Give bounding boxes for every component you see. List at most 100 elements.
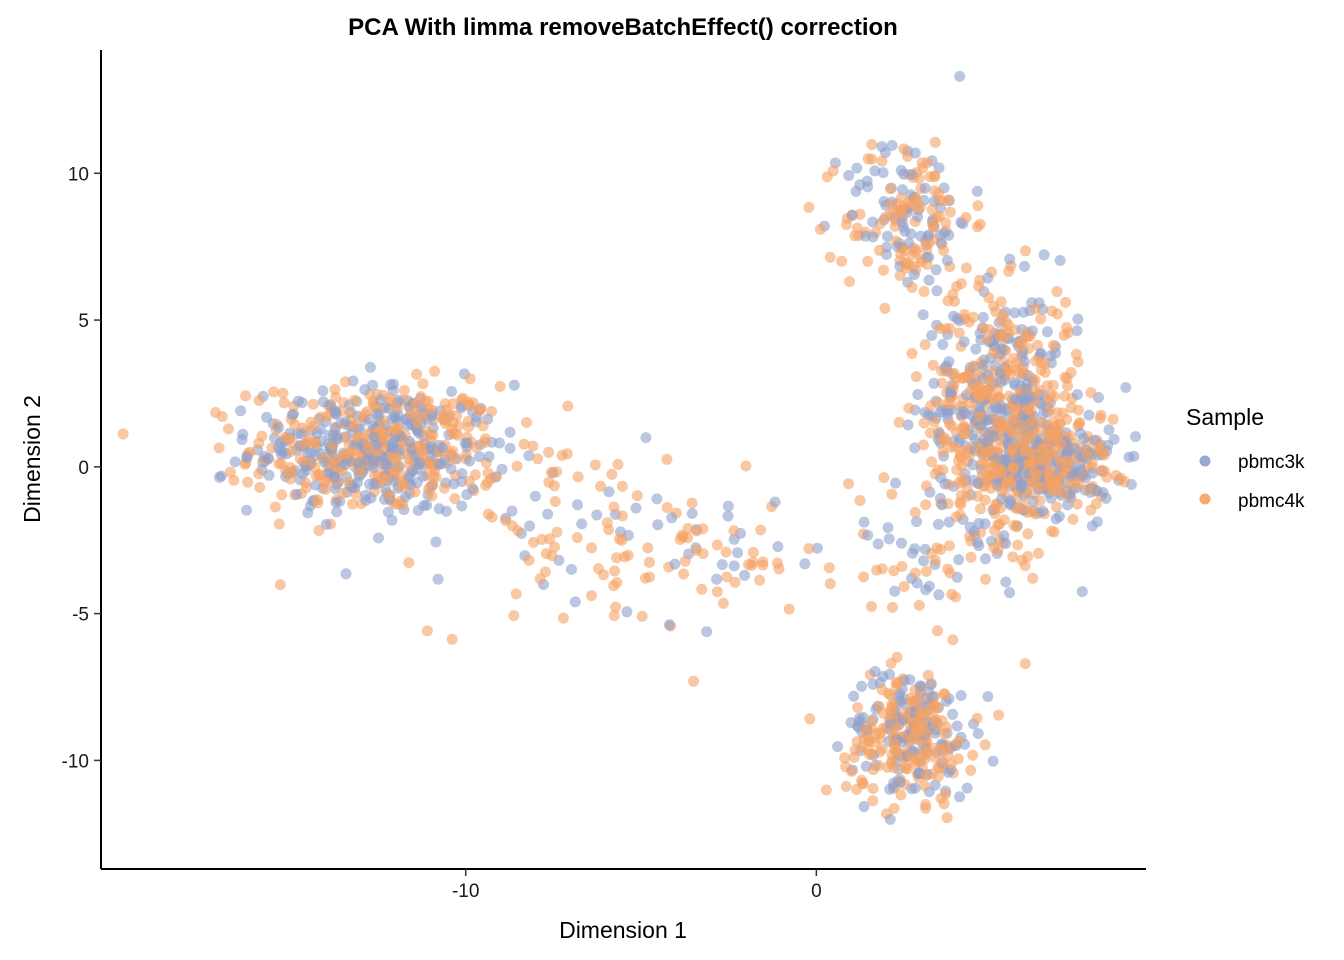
point-pbmc4k [606,468,618,480]
point-pbmc4k [924,427,936,439]
point-pbmc4k [909,507,921,518]
point-pbmc4k [804,713,816,725]
point-pbmc4k [960,212,972,223]
point-pbmc4k [953,327,965,339]
point-pbmc3k [923,274,935,286]
point-pbmc4k [995,466,1007,478]
point-pbmc4k [1030,478,1042,490]
point-pbmc4k [944,322,956,334]
point-pbmc4k [986,444,998,456]
point-pbmc4k [943,194,955,206]
point-pbmc4k [844,276,855,288]
point-pbmc3k [320,518,332,530]
point-pbmc3k [722,500,734,512]
point-pbmc4k [711,539,723,551]
point-pbmc4k [327,459,339,471]
point-pbmc3k [331,506,343,518]
point-pbmc3k [381,459,393,471]
point-pbmc3k [464,455,475,467]
point-pbmc3k [869,165,881,177]
point-pbmc3k [339,459,351,471]
point-pbmc4k [866,139,878,150]
point-pbmc4k [773,563,785,575]
point-pbmc3k [332,433,344,445]
point-pbmc4k [688,675,700,687]
points-layer [117,70,1141,825]
point-pbmc4k [906,348,918,359]
point-pbmc4k [931,542,943,554]
point-pbmc3k [982,414,994,426]
point-pbmc3k [352,457,364,469]
point-pbmc3k [939,478,951,490]
point-pbmc4k [1035,313,1047,325]
point-pbmc3k [572,499,583,511]
point-pbmc4k [895,192,907,204]
point-pbmc3k [739,569,751,581]
point-pbmc4k [268,386,280,398]
point-pbmc4k [349,394,360,406]
point-pbmc3k [433,458,445,470]
point-pbmc4k [1027,572,1039,584]
point-pbmc3k [732,547,743,559]
point-pbmc4k [848,751,860,763]
point-pbmc4k [679,555,691,567]
point-pbmc3k [936,499,948,511]
point-pbmc4k [253,395,265,406]
point-pbmc4k [494,380,506,392]
point-pbmc3k [445,463,457,475]
point-pbmc4k [117,428,129,440]
point-pbmc4k [823,562,835,574]
point-pbmc4k [312,494,324,506]
point-pbmc3k [229,456,241,468]
point-pbmc4k [562,400,574,412]
point-pbmc3k [918,555,930,567]
point-pbmc4k [914,201,926,213]
point-pbmc4k [921,258,933,270]
point-pbmc4k [285,446,297,457]
point-pbmc4k [678,568,690,580]
point-pbmc4k [980,573,991,585]
point-pbmc4k [1061,455,1073,467]
point-pbmc4k [1039,366,1051,378]
point-pbmc4k [696,583,708,595]
point-pbmc3k [494,437,505,449]
point-pbmc4k [953,455,964,466]
point-pbmc3k [994,368,1006,380]
point-pbmc4k [979,739,991,751]
point-pbmc4k [381,473,393,484]
point-pbmc4k [1107,413,1119,425]
point-pbmc4k [254,481,266,493]
point-pbmc3k [832,741,844,753]
point-pbmc3k [955,690,967,701]
point-pbmc4k [711,586,723,598]
point-pbmc3k [286,409,298,421]
point-pbmc3k [928,377,940,389]
point-pbmc4k [269,501,281,513]
point-pbmc4k [1048,526,1060,538]
point-pbmc4k [384,392,396,404]
point-pbmc4k [979,494,991,506]
point-pbmc3k [430,536,442,548]
point-pbmc3k [943,516,955,528]
point-pbmc4k [939,688,951,700]
point-pbmc4k [988,300,1000,312]
point-pbmc4k [940,217,952,229]
point-pbmc4k [973,388,985,400]
point-pbmc3k [894,695,906,707]
point-pbmc3k [722,510,734,522]
point-pbmc3k [524,520,536,532]
point-pbmc3k [404,436,416,447]
point-pbmc3k [372,410,384,422]
point-pbmc4k [953,477,965,489]
point-pbmc3k [504,426,516,438]
point-pbmc4k [589,459,601,471]
point-pbmc3k [259,450,271,462]
point-pbmc3k [456,500,468,512]
point-pbmc4k [965,384,976,396]
point-pbmc4k [919,780,931,792]
point-pbmc4k [344,407,356,419]
point-pbmc3k [1078,469,1089,481]
point-pbmc4k [691,544,703,556]
point-pbmc4k [932,464,944,476]
point-pbmc3k [1086,520,1098,532]
